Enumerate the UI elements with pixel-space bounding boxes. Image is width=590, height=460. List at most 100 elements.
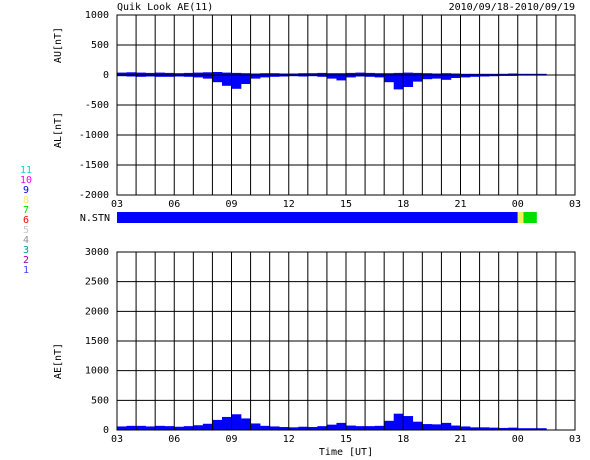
x-tick-label: 03 xyxy=(569,434,581,445)
legend-entry: 6 xyxy=(23,215,29,226)
x-tick-label: 00 xyxy=(512,434,524,445)
bar xyxy=(336,422,347,430)
bar xyxy=(174,75,185,77)
bar xyxy=(183,75,194,77)
x-tick-label: 12 xyxy=(283,434,295,445)
bar xyxy=(365,75,375,77)
station-label: N.STN xyxy=(80,213,110,224)
bar xyxy=(288,73,299,75)
x-tick-label: 03 xyxy=(111,199,123,210)
legend-entry: 7 xyxy=(23,205,29,216)
bar xyxy=(241,73,251,75)
bar xyxy=(441,75,452,80)
bar xyxy=(155,75,166,77)
bar xyxy=(431,73,442,75)
x-tick-label: 15 xyxy=(340,434,352,445)
bar xyxy=(489,73,499,75)
bar xyxy=(221,72,232,75)
y-tick-label: 0 xyxy=(103,70,109,81)
legend-entry: 10 xyxy=(20,175,32,186)
bar xyxy=(298,426,309,430)
bar xyxy=(155,72,166,75)
bar xyxy=(202,75,213,79)
y-tick-label: 2000 xyxy=(85,306,109,317)
bar xyxy=(470,427,480,430)
y-tick-label: 500 xyxy=(91,395,109,406)
bar xyxy=(212,72,223,75)
bar xyxy=(431,424,442,430)
bar xyxy=(441,422,452,430)
bar xyxy=(193,75,204,78)
legend-entry: 4 xyxy=(23,235,29,246)
bar xyxy=(508,73,519,75)
bar xyxy=(536,428,547,430)
y-tick-label: -500 xyxy=(85,100,109,111)
bar xyxy=(384,73,395,75)
bar xyxy=(136,75,146,77)
bar xyxy=(450,425,461,430)
bar xyxy=(174,73,185,75)
bar xyxy=(412,75,423,82)
bar xyxy=(479,75,490,77)
bar xyxy=(479,73,490,75)
x-tick-label: 21 xyxy=(454,434,466,445)
bar xyxy=(422,73,433,75)
bar xyxy=(460,426,471,430)
date-range: 2010/09/18-2010/09/19 xyxy=(449,2,575,13)
bar xyxy=(460,73,471,75)
y-tick-label: 2500 xyxy=(85,277,109,288)
bar xyxy=(365,72,375,75)
bar xyxy=(164,75,175,77)
bar xyxy=(374,75,385,78)
bar xyxy=(336,75,347,81)
bar xyxy=(288,427,299,430)
bar xyxy=(393,413,404,430)
bar xyxy=(212,75,223,83)
bar xyxy=(136,72,146,75)
bar xyxy=(250,75,261,79)
bar xyxy=(307,427,318,430)
bar xyxy=(508,427,519,430)
bar xyxy=(250,73,261,75)
bar xyxy=(174,426,185,430)
bar xyxy=(374,425,385,430)
bar xyxy=(355,426,366,430)
x-tick-label: 12 xyxy=(283,199,295,210)
legend-entry: 11 xyxy=(20,165,32,176)
station-segment xyxy=(523,212,537,223)
bar xyxy=(422,75,433,80)
bar xyxy=(498,73,509,75)
bar xyxy=(498,427,509,430)
bar xyxy=(489,427,499,430)
x-axis-label: Time [UT] xyxy=(319,447,373,458)
bar xyxy=(317,426,328,430)
bar xyxy=(412,72,423,75)
bar xyxy=(279,427,290,430)
legend-entry: 8 xyxy=(23,195,29,206)
bar xyxy=(450,73,461,75)
x-tick-label: 03 xyxy=(569,199,581,210)
bar xyxy=(269,75,280,77)
bar xyxy=(412,421,423,430)
bar xyxy=(221,416,232,430)
bar xyxy=(126,72,137,75)
bar xyxy=(164,426,175,430)
y-tick-label: 1500 xyxy=(85,336,109,347)
x-tick-label: 09 xyxy=(225,199,237,210)
chart-title: Quik Look AE(11) xyxy=(117,2,213,13)
bar xyxy=(470,75,480,77)
x-tick-label: 06 xyxy=(168,434,180,445)
x-tick-label: 18 xyxy=(397,199,409,210)
bar xyxy=(403,72,414,75)
legend-entry: 9 xyxy=(23,185,29,196)
y-axis-label: AL[nT] xyxy=(53,112,64,148)
bar xyxy=(288,75,299,77)
y-tick-label: 1000 xyxy=(85,366,109,377)
bar xyxy=(355,72,366,75)
bar xyxy=(422,424,433,430)
bar xyxy=(336,73,347,75)
bar xyxy=(279,75,290,77)
y-tick-label: 3000 xyxy=(85,247,109,258)
bar xyxy=(393,75,404,90)
bar xyxy=(470,73,480,75)
